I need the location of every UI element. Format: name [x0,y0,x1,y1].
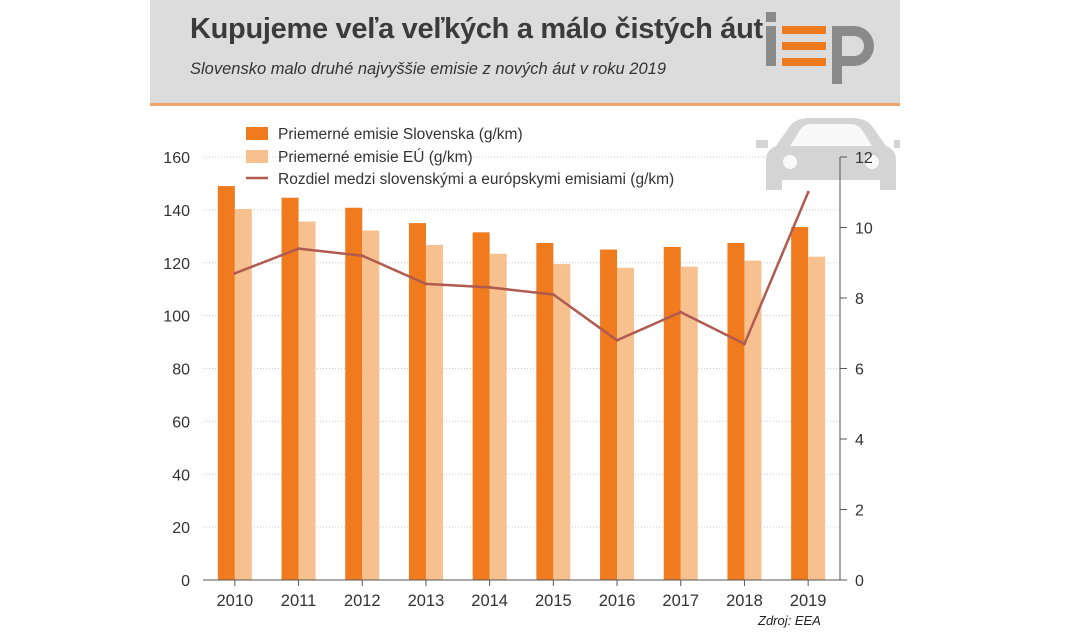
bar-eu-2018 [744,260,762,580]
logo-letter-p-bowl [842,26,874,66]
y-left-tick-label-160: 160 [163,150,190,167]
bar-slovakia-2014 [472,232,490,581]
bar-slovakia-2018 [727,242,745,580]
bar-eu-2015 [553,264,571,580]
emissions-chart: 0 20 40 60 80 100 120 140 160 0 2 4 6 8 10 12 2010 2011 20… [163,118,900,610]
chart-title: Kupujeme veľa veľkých a málo čistých áut [190,13,763,45]
line-difference [234,191,810,346]
legend-swatch-slovakia [246,127,268,140]
logo-letter-i-dot [766,12,776,22]
source-note: Zdroj: EEA [758,613,821,628]
bar-slovakia-2019 [791,227,809,580]
bar-slovakia-2012 [345,207,363,580]
bar-slovakia-2010 [217,186,235,581]
point-difference-2018 [742,342,746,346]
y-right-tick-label-0: 0 [855,573,864,590]
bar-eu-2014 [489,253,507,581]
x-tick-label-2011: 2011 [281,592,316,610]
y-left-tick-label-0: 0 [181,573,190,590]
point-difference-2015 [551,292,555,296]
bar-slovakia-2015 [536,242,554,580]
y-left-tick-label-140: 140 [163,203,190,220]
bar-eu-2010 [234,209,252,580]
x-tick-label-2012: 2012 [344,592,381,610]
x-tick-label-2016: 2016 [599,592,636,610]
y-right-tick-label-4: 4 [855,432,864,449]
bar-slovakia-2017 [663,246,681,580]
bar-eu-2017 [680,266,698,580]
car-icon [756,118,900,190]
chart-subtitle: Slovensko malo druhé najvyššie emisie z … [190,60,666,78]
point-difference-2016 [615,338,619,342]
point-difference-2012 [360,254,364,258]
legend-label-eu: Priemerné emisie EÚ (g/km) [278,149,473,166]
chart-header: Kupujeme veľa veľkých a málo čistých áut… [150,0,900,106]
x-tick-label-2015: 2015 [535,592,572,610]
logo-letter-e-bar-1 [782,26,826,34]
y-right-tick-label-10: 10 [855,221,873,238]
y-right-tick-label-12: 12 [855,150,873,167]
legend-label-slovakia: Priemerné emisie Slovenska (g/km) [278,126,523,143]
point-difference-2013 [424,282,428,286]
logo-letter-i [766,26,776,66]
bar-slovakia-2013 [408,223,426,580]
y-right-tick-label-8: 8 [855,291,864,308]
x-tick-label-2013: 2013 [408,592,445,610]
bar-slovakia-2011 [281,197,299,580]
bar-eu-2019 [808,256,826,580]
y-left-tick-label-80: 80 [172,362,190,379]
logo-letter-e-bar-2 [782,42,826,50]
y-left-tick-label-40: 40 [172,467,190,484]
point-difference-2019 [806,190,810,194]
x-tick-label-2014: 2014 [471,592,508,610]
x-tick-label-2010: 2010 [216,592,253,610]
y-right-tick-label-6: 6 [855,362,864,379]
x-tick-label-2019: 2019 [790,592,827,610]
bar-eu-2013 [425,245,443,581]
logo-letter-p-stem [832,26,842,84]
y-left-tick-label-60: 60 [172,414,190,431]
logo-letter-e-bar-3 [782,58,826,66]
legend-label-difference: Rozdiel medzi slovenskými a európskymi e… [278,171,674,188]
point-difference-2017 [679,310,683,314]
chart-card: Kupujeme veľa veľkých a málo čistých áut… [150,0,900,632]
y-left-tick-label-100: 100 [163,309,190,326]
x-tick-label-2017: 2017 [662,592,699,610]
bar-eu-2012 [362,230,380,580]
point-difference-2011 [297,247,301,251]
y-left-tick-label-20: 20 [172,520,190,537]
y-right-tick-label-2: 2 [855,503,864,520]
legend-swatch-eu [246,150,268,163]
point-difference-2014 [488,285,492,289]
y-left-tick-label-120: 120 [163,256,190,273]
point-difference-2010 [233,271,237,275]
bar-eu-2011 [298,221,316,580]
bar-slovakia-2016 [600,249,618,580]
bar-eu-2016 [617,267,635,580]
iep-logo [766,12,874,84]
x-tick-label-2018: 2018 [726,592,763,610]
